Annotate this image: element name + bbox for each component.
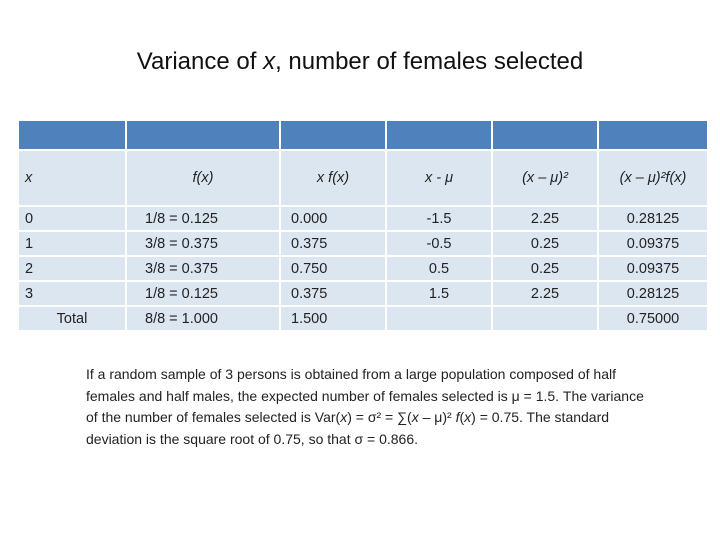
cell-x-minus-mu: 1.5 bbox=[385, 280, 493, 307]
note-text-5: ) = 0.75. The standard deviation is the … bbox=[86, 409, 610, 447]
title-variable: x bbox=[263, 48, 276, 75]
header-bar-cell bbox=[17, 119, 127, 151]
cell-x: 1 bbox=[17, 230, 127, 257]
cell-weighted-sq-dev: 0.09375 bbox=[597, 230, 709, 257]
title-suffix: , number of females selected bbox=[275, 48, 584, 75]
total-xfx: 1.500 bbox=[279, 305, 387, 332]
cell-xfx: 0.375 bbox=[279, 230, 387, 257]
header-bar-cell bbox=[385, 119, 493, 151]
table-row: 1 3/8 = 0.375 0.375 -0.5 0.25 0.09375 bbox=[17, 230, 709, 257]
table-row: 3 1/8 = 0.125 0.375 1.5 2.25 0.28125 bbox=[17, 280, 709, 307]
note-var-2: x bbox=[411, 409, 419, 425]
cell-x: 3 bbox=[17, 280, 127, 307]
cell-xfx: 0.000 bbox=[279, 205, 387, 232]
cell-fx: 1/8 = 0.125 bbox=[125, 205, 281, 232]
cell-fx: 3/8 = 0.375 bbox=[125, 255, 281, 282]
column-header-fx: f(x) bbox=[125, 149, 281, 207]
header-bar-cell bbox=[279, 119, 387, 151]
column-header-x: x bbox=[17, 149, 127, 207]
cell-x-minus-mu: -0.5 bbox=[385, 230, 493, 257]
cell-fx: 3/8 = 0.375 bbox=[125, 230, 281, 257]
cell-xfx: 0.750 bbox=[279, 255, 387, 282]
note-var-1: x bbox=[340, 409, 348, 425]
total-x-minus-mu bbox=[385, 305, 493, 332]
column-header-sq-dev: (x – μ)² bbox=[491, 149, 599, 207]
total-sq-dev bbox=[491, 305, 599, 332]
cell-weighted-sq-dev: 0.28125 bbox=[597, 205, 709, 232]
cell-fx: 1/8 = 0.125 bbox=[125, 280, 281, 307]
cell-x: 0 bbox=[17, 205, 127, 232]
total-fx: 8/8 = 1.000 bbox=[125, 305, 281, 332]
column-header-xfx: x f(x) bbox=[279, 149, 387, 207]
table-row: 2 3/8 = 0.375 0.750 0.5 0.25 0.09375 bbox=[17, 255, 709, 282]
note-text-4: ( bbox=[459, 409, 465, 425]
total-label: Total bbox=[17, 305, 127, 332]
column-header-x-minus-mu: x - μ bbox=[385, 149, 493, 207]
cell-x: 2 bbox=[17, 255, 127, 282]
cell-sq-dev: 2.25 bbox=[491, 280, 599, 307]
column-header-weighted-sq-dev: (x – μ)²f(x) bbox=[597, 149, 709, 207]
note-text-3: – μ)² bbox=[418, 409, 456, 425]
cell-x-minus-mu: 0.5 bbox=[385, 255, 493, 282]
cell-x-minus-mu: -1.5 bbox=[385, 205, 493, 232]
note-text-1: If a random sample of 3 persons is obtai… bbox=[86, 366, 644, 425]
column-header-row: x f(x) x f(x) x - μ (x – μ)² (x – μ)²f(x… bbox=[17, 149, 709, 207]
table-row: 0 1/8 = 0.125 0.000 -1.5 2.25 0.28125 bbox=[17, 205, 709, 232]
header-bar-cell bbox=[125, 119, 281, 151]
slide-title: Variance of x, number of females selecte… bbox=[0, 48, 720, 76]
note-text-2: ) = σ² = ∑( bbox=[347, 409, 412, 425]
header-bar-cell bbox=[491, 119, 599, 151]
cell-sq-dev: 0.25 bbox=[491, 255, 599, 282]
variance-table: x f(x) x f(x) x - μ (x – μ)² (x – μ)²f(x… bbox=[17, 119, 709, 332]
total-row: Total 8/8 = 1.000 1.500 0.75000 bbox=[17, 305, 709, 332]
cell-weighted-sq-dev: 0.28125 bbox=[597, 280, 709, 307]
header-bar-cell bbox=[597, 119, 709, 151]
cell-weighted-sq-dev: 0.09375 bbox=[597, 255, 709, 282]
cell-sq-dev: 2.25 bbox=[491, 205, 599, 232]
table-header-bar bbox=[17, 119, 709, 151]
note-var-4: x bbox=[464, 409, 472, 425]
total-weighted-sq-dev: 0.75000 bbox=[597, 305, 709, 332]
explanation-paragraph: If a random sample of 3 persons is obtai… bbox=[86, 364, 646, 450]
title-prefix: Variance of bbox=[136, 48, 264, 75]
note-var-3: f bbox=[455, 409, 460, 425]
cell-sq-dev: 0.25 bbox=[491, 230, 599, 257]
cell-xfx: 0.375 bbox=[279, 280, 387, 307]
